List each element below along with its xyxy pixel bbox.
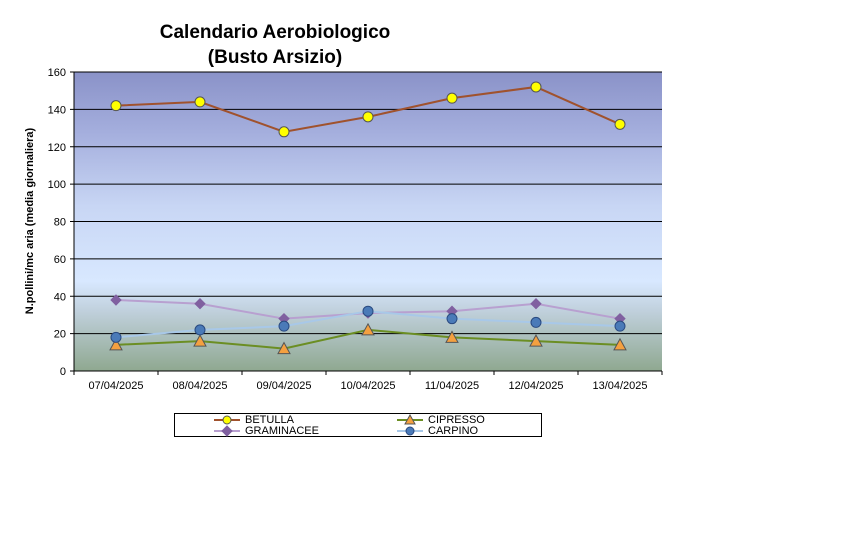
data-point-betulla — [110, 100, 122, 112]
data-point-carpino — [362, 305, 374, 317]
chart-title-line-2: (Busto Arsizio) — [207, 47, 343, 68]
legend: BETULLA CIPRESSO GRAMINACEE CARPINO — [174, 413, 542, 437]
series-betulla — [110, 81, 626, 138]
y-tick-label: 100 — [48, 179, 66, 191]
series-carpino — [110, 305, 626, 343]
data-point-betulla — [446, 92, 458, 104]
data-point-graminacee — [110, 294, 122, 306]
gridlines — [74, 71, 662, 335]
legend-label-carpino: CARPINO — [428, 425, 479, 437]
y-tick-label: 140 — [48, 104, 66, 116]
legend-swatch-carpino — [397, 426, 423, 436]
series-group — [109, 81, 627, 355]
x-tick-labels: 07/04/2025 08/04/2025 09/04/2025 10/04/2025… — [88, 380, 647, 392]
x-tick-label: 12/04/2025 — [508, 380, 563, 392]
data-point-carpino — [194, 324, 206, 336]
data-point-cipresso — [277, 341, 291, 355]
legend-swatch-graminacee — [214, 425, 240, 437]
data-point-carpino — [530, 316, 542, 328]
data-point-carpino — [614, 320, 626, 332]
data-point-cipresso — [613, 337, 627, 351]
data-point-cipresso — [109, 337, 123, 351]
x-tick-label: 13/04/2025 — [592, 380, 647, 392]
data-point-betulla — [530, 81, 542, 93]
legend-item-carpino: CARPINO — [396, 425, 478, 437]
axes — [70, 71, 663, 375]
legend-label-cipresso: CIPRESSO — [428, 414, 485, 426]
y-tick-label: 160 — [48, 67, 66, 79]
y-tick-label: 20 — [54, 329, 66, 341]
legend-label-graminacee: GRAMINACEE — [245, 425, 319, 437]
legend-item-cipresso: CIPRESSO — [396, 414, 485, 426]
x-tick-label: 08/04/2025 — [172, 380, 227, 392]
data-point-graminacee — [530, 298, 542, 310]
legend-swatch-cipresso — [397, 414, 423, 425]
data-point-cipresso — [361, 322, 375, 336]
x-tick-label: 11/04/2025 — [425, 380, 479, 392]
legend-item-graminacee: GRAMINACEE — [213, 425, 319, 437]
y-tick-label: 80 — [54, 217, 66, 229]
x-tick-label: 09/04/2025 — [256, 380, 311, 392]
y-tick-label: 0 — [60, 366, 66, 378]
data-point-betulla — [194, 96, 206, 108]
y-tick-label: 120 — [48, 142, 66, 154]
data-point-carpino — [446, 313, 458, 325]
data-point-carpino — [110, 331, 122, 343]
series-cipresso — [109, 322, 627, 355]
data-point-betulla — [614, 118, 626, 130]
y-tick-label: 40 — [54, 291, 66, 303]
data-point-graminacee — [194, 298, 206, 310]
chart-title: Calendario Aerobiologico (Busto Arsizio) — [120, 20, 430, 70]
y-tick-label: 60 — [54, 254, 66, 266]
y-axis-label: N.pollini/mc aria (media giornaliera) — [24, 127, 36, 314]
data-point-cipresso — [529, 334, 543, 347]
legend-label-betulla: BETULLA — [245, 414, 294, 426]
legend-item-betulla: BETULLA — [213, 414, 294, 426]
data-point-cipresso — [445, 330, 459, 343]
data-point-cipresso — [193, 334, 207, 347]
chart-title-line-1: Calendario Aerobiologico — [159, 22, 391, 43]
data-point-betulla — [278, 126, 290, 138]
x-tick-label: 10/04/2025 — [340, 380, 395, 392]
data-point-betulla — [362, 111, 374, 123]
legend-swatch-betulla — [214, 415, 240, 425]
y-tick-labels: 0 20 40 60 80 100 120 140 160 — [48, 67, 66, 378]
data-point-carpino — [278, 320, 290, 332]
x-tick-label: 07/04/2025 — [88, 380, 143, 392]
